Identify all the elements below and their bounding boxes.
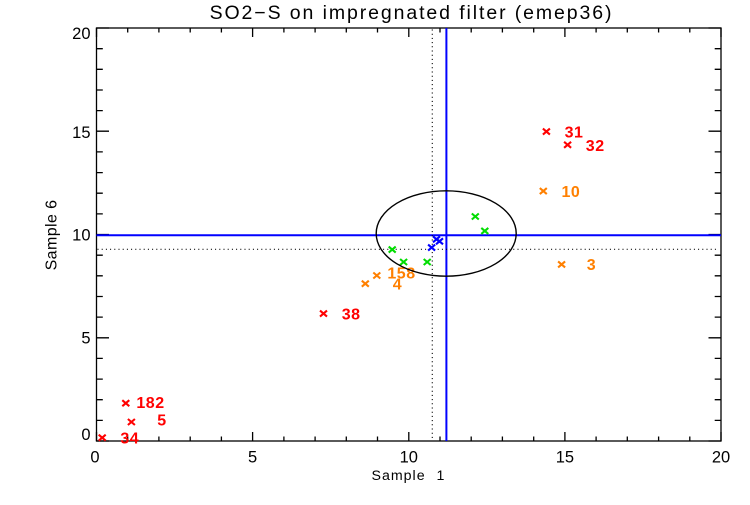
svg-text:38: 38: [342, 307, 361, 324]
svg-text:Sample: Sample: [372, 468, 426, 484]
svg-text:10: 10: [72, 227, 90, 245]
svg-text:10: 10: [400, 449, 418, 467]
svg-text:20: 20: [72, 25, 90, 43]
svg-text:20: 20: [712, 449, 730, 467]
svg-text:5: 5: [248, 449, 257, 467]
svg-text:3: 3: [587, 257, 596, 274]
svg-text:SO2−S on impregnated filter (e: SO2−S on impregnated filter (emep36): [210, 2, 614, 24]
svg-text:Sample 6: Sample 6: [44, 200, 61, 271]
svg-text:5: 5: [157, 413, 166, 430]
svg-text:15: 15: [556, 449, 574, 467]
svg-text:32: 32: [586, 138, 605, 155]
svg-text:4: 4: [393, 277, 402, 294]
svg-text:1: 1: [437, 468, 446, 484]
svg-text:0: 0: [81, 426, 90, 444]
svg-text:34: 34: [120, 431, 139, 448]
svg-text:182: 182: [136, 395, 164, 412]
svg-text:0: 0: [90, 449, 99, 467]
svg-text:10: 10: [562, 184, 581, 201]
svg-text:15: 15: [72, 124, 90, 142]
svg-text:31: 31: [565, 125, 584, 142]
svg-text:5: 5: [81, 330, 90, 348]
